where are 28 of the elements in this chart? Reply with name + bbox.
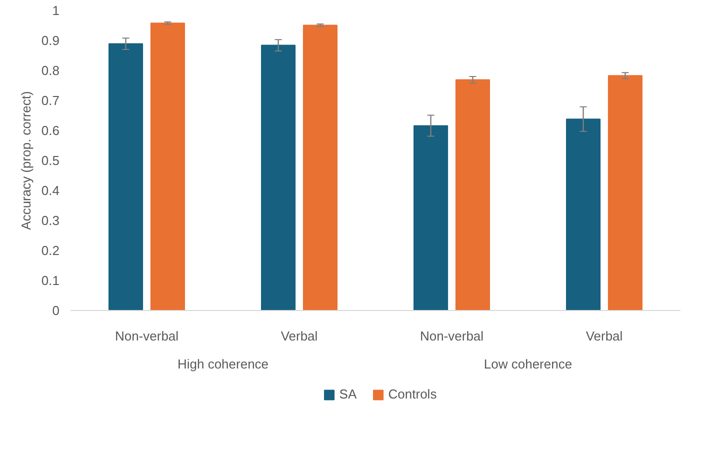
x-tick-label: Non-verbal [114, 328, 179, 344]
y-tick-label: 0.7 [41, 93, 60, 108]
y-tick-label: 0.3 [41, 213, 60, 228]
bar [455, 79, 490, 310]
y-tick-label: 0.8 [41, 63, 60, 78]
y-tick-label: 0.1 [41, 273, 60, 288]
legend-label: Controls [388, 386, 437, 402]
x-tick-label: Verbal [280, 328, 318, 344]
y-tick-label: 0.9 [41, 33, 60, 48]
text: High coherence [177, 356, 269, 372]
bar [414, 125, 448, 310]
x-tick-label: Non-verbal [420, 328, 484, 344]
y-tick-label: 0 [52, 303, 60, 318]
y-axis-title: Accuracy (prop. correct) [18, 91, 34, 230]
bar [150, 22, 185, 310]
bar [566, 118, 601, 310]
x-tick-label: Verbal [586, 328, 623, 344]
y-tick-label: 0.6 [41, 123, 60, 138]
text: Low coherence [484, 356, 572, 372]
bar [261, 44, 296, 310]
legend-label: SA [339, 386, 358, 402]
bar [108, 43, 144, 310]
bar [608, 75, 642, 310]
y-tick-label: 0.5 [41, 153, 60, 168]
bar [302, 24, 338, 310]
y-tick-label: 0.4 [41, 183, 60, 198]
y-tick-label: 1 [52, 3, 60, 18]
y-tick-label: 0.2 [41, 243, 60, 258]
